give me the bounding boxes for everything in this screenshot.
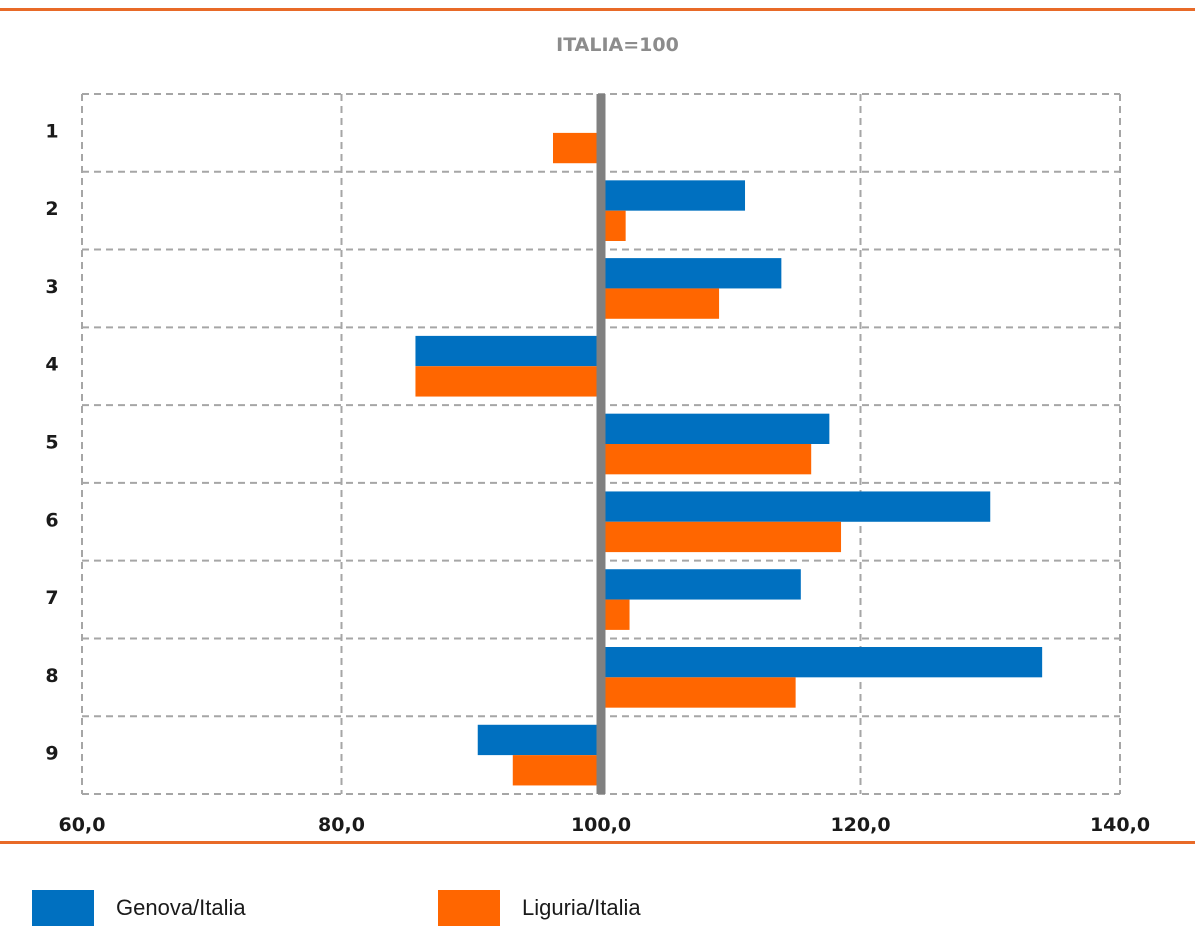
bar-liguria-1 [552, 132, 601, 164]
legend-label-genova: Genova/Italia [116, 895, 246, 920]
chart-title: ITALIA=100 [556, 34, 679, 56]
bar-liguria-7 [601, 599, 630, 630]
bar-genova-9 [477, 724, 601, 756]
bar-genova-7 [601, 569, 801, 600]
bar-genova-6 [601, 491, 991, 522]
bar-genova-2 [601, 180, 746, 211]
category-label: 6 [45, 509, 58, 531]
bar-chart: 1 2 3 4 5 6 7 8 9 60,0 80,0 100,0 120,0 140,0 [45, 93, 1151, 836]
x-tick-label: 120,0 [830, 814, 890, 836]
category-label: 4 [45, 354, 58, 376]
category-label: 9 [45, 743, 58, 765]
bar-liguria-6 [601, 521, 842, 553]
bar-liguria-9 [512, 755, 601, 786]
bar-liguria-3 [601, 288, 720, 319]
bar-genova-5 [601, 413, 830, 444]
category-label: 5 [45, 432, 58, 454]
top-rule [0, 8, 1195, 11]
bar-liguria-8 [601, 677, 796, 708]
category-label: 7 [45, 587, 58, 609]
x-tick-label: 140,0 [1090, 814, 1150, 836]
x-tick-labels: 60,0 80,0 100,0 120,0 140,0 [59, 814, 1151, 836]
bar-liguria-5 [601, 444, 812, 475]
bar-genova-4 [415, 335, 601, 367]
x-tick-label: 60,0 [59, 814, 106, 836]
category-labels: 1 2 3 4 5 6 7 8 9 [45, 120, 58, 764]
x-tick-label: 80,0 [318, 814, 365, 836]
category-label: 1 [45, 120, 58, 142]
legend-swatch-genova [32, 890, 94, 926]
legend-item-liguria: Liguria/Italia [438, 888, 641, 928]
category-label: 2 [45, 198, 58, 220]
legend-item-genova: Genova/Italia [32, 888, 246, 928]
bar-genova-8 [601, 647, 1043, 678]
category-label: 8 [45, 665, 58, 687]
bar-genova-3 [601, 258, 782, 289]
bars [415, 132, 1043, 786]
category-label: 3 [45, 276, 58, 298]
legend-swatch-liguria [438, 890, 500, 926]
bottom-rule [0, 841, 1195, 844]
x-tick-label: 100,0 [571, 814, 631, 836]
bar-liguria-4 [415, 366, 601, 397]
legend-label-liguria: Liguria/Italia [522, 895, 641, 920]
